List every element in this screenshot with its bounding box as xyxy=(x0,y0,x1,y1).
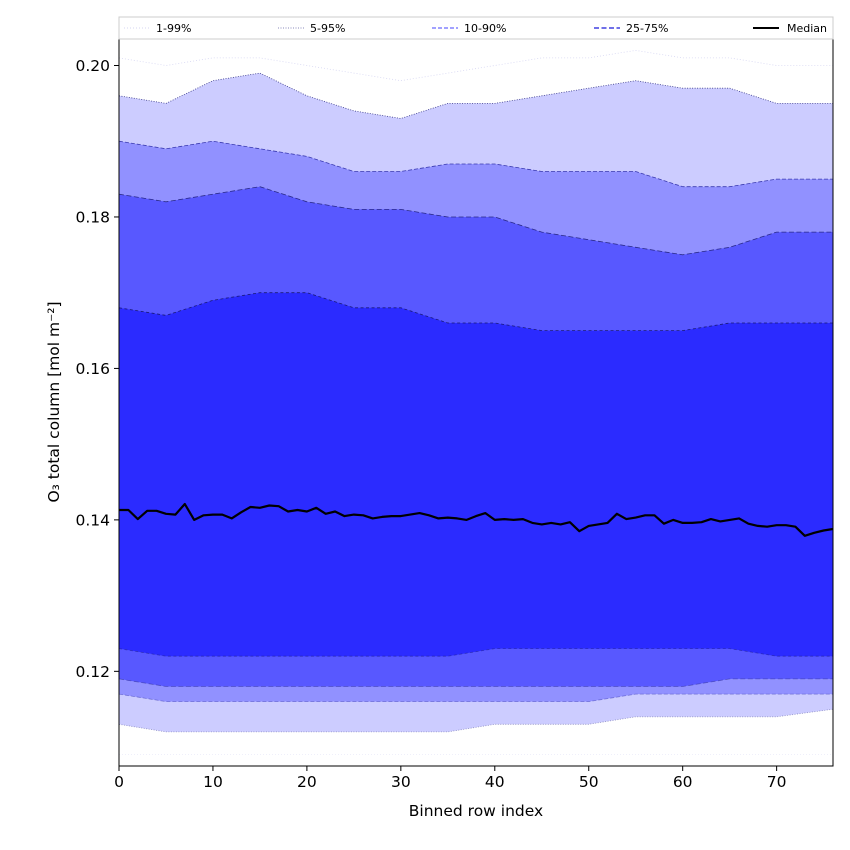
legend: 1-99% 5-95% 10-90% 25-75% Median xyxy=(118,16,834,40)
x-tick-label: 50 xyxy=(579,773,599,791)
x-tick-label: 0 xyxy=(114,773,124,791)
x-tick-label: 40 xyxy=(485,773,505,791)
legend-label: 10-90% xyxy=(464,22,506,35)
median-layer xyxy=(119,502,833,537)
y-tick-label: 0.14 xyxy=(75,511,110,529)
legend-box xyxy=(118,16,834,40)
x-tick-label: 60 xyxy=(673,773,693,791)
x-tick-label: 10 xyxy=(203,773,223,791)
band-lower-line-10-90- xyxy=(119,693,833,702)
legend-label: 1-99% xyxy=(156,22,191,35)
band-lower-line-5-95- xyxy=(119,708,833,733)
y-tick-label: 0.16 xyxy=(75,360,110,378)
band-upper-line-25-75- xyxy=(119,186,833,256)
legend-label: Median xyxy=(787,22,827,35)
band-lower-line-25-75- xyxy=(119,678,833,687)
y-tick-label: 0.12 xyxy=(75,663,110,681)
y-tick-label: 0.18 xyxy=(75,208,110,226)
legend-label: 25-75% xyxy=(626,22,668,35)
band-upper-line-10-90- xyxy=(119,140,833,188)
y-axis: 0.12 0.14 0.16 0.18 0.20 xyxy=(75,57,119,681)
x-tick-label: 70 xyxy=(767,773,787,791)
x-axis-label: Binned row index xyxy=(409,802,543,820)
x-tick-label: 30 xyxy=(391,773,411,791)
median-line xyxy=(119,502,833,537)
y-axis-label: O₃ total column [mol m⁻²] xyxy=(45,301,63,502)
band-area-inner xyxy=(119,292,833,657)
bands-layer xyxy=(119,49,833,755)
y-tick-label: 0.20 xyxy=(75,57,110,75)
band-upper-line-inner xyxy=(119,292,833,331)
band-lower-line-inner xyxy=(119,648,833,657)
x-tick-label: 20 xyxy=(297,773,317,791)
x-axis: 0 10 20 30 40 50 60 70 xyxy=(114,766,786,791)
legend-label: 5-95% xyxy=(310,22,345,35)
